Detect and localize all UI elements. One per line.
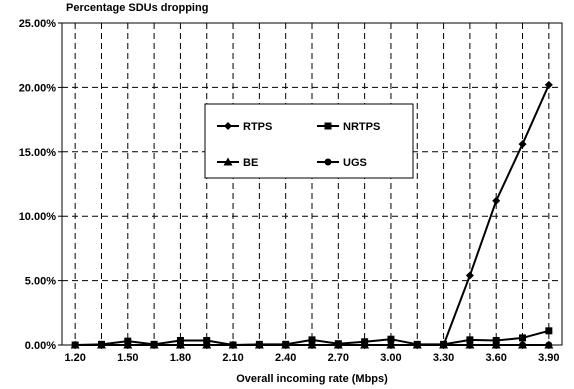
circle-marker	[324, 158, 332, 166]
circle-marker	[361, 341, 369, 349]
diamond-marker	[465, 271, 474, 280]
legend-label-ugs: UGS	[343, 157, 367, 169]
legend-item-nrtps: NRTPS	[317, 121, 380, 133]
series-layer	[70, 80, 554, 349]
triangle-marker	[223, 157, 233, 166]
circle-marker	[440, 341, 448, 349]
circle-marker	[229, 341, 237, 349]
circle-marker	[413, 341, 421, 349]
diamond-marker	[224, 122, 232, 130]
square-marker	[466, 336, 474, 344]
square-marker	[519, 334, 527, 342]
square-marker	[203, 336, 211, 344]
circle-marker	[492, 341, 500, 349]
diamond-marker	[544, 80, 553, 89]
y-tick-label: 0.00%	[25, 340, 56, 352]
legend-label-be: BE	[243, 157, 258, 169]
x-tick-label: 3.60	[485, 352, 506, 364]
square-marker	[324, 122, 332, 130]
circle-marker	[124, 341, 132, 349]
legend: RTPS NRTPS BE UGS	[204, 103, 414, 179]
x-tick-label: 3.30	[433, 352, 454, 364]
y-tick-label: 25.00%	[19, 18, 57, 30]
x-tick-label: 2.40	[275, 352, 296, 364]
circle-marker	[255, 341, 263, 349]
circle-marker	[71, 341, 79, 349]
diamond-marker	[492, 196, 501, 205]
diamond-marker	[518, 140, 527, 149]
y-tick-label: 15.00%	[19, 147, 57, 159]
y-tick-label: 20.00%	[19, 82, 57, 94]
circle-marker	[308, 341, 316, 349]
x-tick-label: 2.10	[222, 352, 243, 364]
gridlines	[62, 23, 562, 345]
legend-item-rtps: RTPS	[217, 121, 272, 133]
x-tick-label: 2.70	[328, 352, 349, 364]
square-marker	[308, 336, 316, 344]
circle-marker	[176, 341, 184, 349]
legend-label-nrtps: NRTPS	[343, 121, 380, 133]
square-marker	[176, 336, 184, 344]
legend-box	[204, 103, 414, 179]
y-axis-title: Percentage SDUs dropping	[66, 2, 208, 14]
circle-marker	[203, 341, 211, 349]
circle-marker	[466, 341, 474, 349]
circle-marker	[519, 341, 527, 349]
legend-item-ugs: UGS	[317, 157, 367, 169]
circle-marker	[97, 341, 105, 349]
circle-marker	[387, 341, 395, 349]
circle-marker	[282, 341, 290, 349]
series-ugs	[71, 341, 553, 349]
square-marker	[387, 335, 395, 343]
square-marker	[545, 327, 553, 335]
x-tick-label: 1.50	[117, 352, 138, 364]
x-tick-label: 3.00	[380, 352, 401, 364]
square-marker	[492, 336, 500, 344]
legend-label-rtps: RTPS	[243, 121, 272, 133]
y-tick-label: 5.00%	[25, 276, 56, 288]
y-tick-label: 10.00%	[19, 211, 57, 223]
legend-item-be: BE	[217, 157, 258, 169]
x-tick-label: 1.80	[170, 352, 191, 364]
x-tick-label: 1.20	[64, 352, 85, 364]
circle-marker	[334, 341, 342, 349]
x-tick-label: 3.90	[538, 352, 559, 364]
x-axis-title: Overall incoming rate (Mbps)	[236, 373, 388, 385]
y-axis-ticks: 0.00% 5.00% 10.00% 15.00% 20.00% 25.00%	[19, 18, 62, 352]
circle-marker	[545, 341, 553, 349]
circle-marker	[150, 341, 158, 349]
